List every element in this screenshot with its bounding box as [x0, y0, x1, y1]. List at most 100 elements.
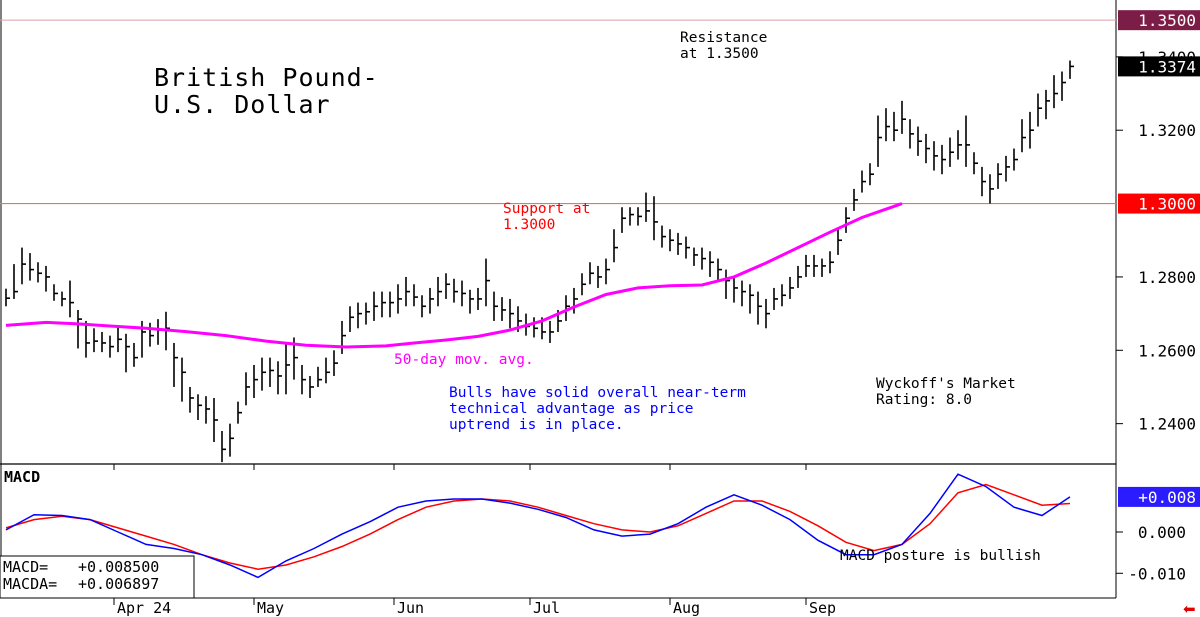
price-bar [565, 295, 570, 321]
price-bar [989, 174, 994, 204]
price-bar [173, 342, 178, 387]
price-bar [405, 276, 410, 307]
price-bar [861, 170, 866, 193]
price-bar [1005, 155, 1010, 182]
price-bar [821, 258, 826, 277]
price-bar [61, 291, 66, 307]
price-bar [341, 320, 346, 354]
price-bar [901, 100, 906, 134]
price-bar [1029, 111, 1034, 149]
price-bar [237, 401, 242, 424]
price-bar [653, 196, 658, 241]
price-bar [253, 364, 258, 398]
price-bar [589, 262, 594, 285]
price-bar [693, 247, 698, 266]
price-bar [125, 333, 130, 373]
x-tick-label: Jul [533, 599, 560, 617]
moving-average-label: 50-day mov. avg. [394, 352, 534, 368]
price-bar [853, 188, 858, 211]
macd-readout-label: MACD= [3, 558, 48, 576]
price-bar [1021, 119, 1026, 153]
arrow-left-icon[interactable]: ⬅ [1183, 600, 1196, 617]
price-bar [421, 295, 426, 318]
svg-text:1.3374: 1.3374 [1138, 57, 1196, 76]
price-bar [781, 284, 786, 307]
price-bar [629, 207, 634, 226]
price-bar [229, 423, 234, 457]
price-bar [669, 229, 674, 252]
price-bar [269, 357, 274, 387]
price-bar [893, 111, 898, 142]
price-bar [213, 397, 218, 442]
y-tick-label: 1.2600 [1138, 341, 1196, 360]
price-bar [181, 357, 186, 402]
price-bar [773, 287, 778, 310]
price-bar [133, 342, 138, 367]
price-bar [21, 247, 26, 285]
price-bar [349, 306, 354, 332]
price-bar [397, 284, 402, 314]
price-bar [413, 284, 418, 307]
price-bar [1053, 75, 1058, 109]
price-bar [469, 289, 474, 314]
price-bar [813, 254, 818, 277]
moving-average-line [5, 202, 903, 349]
price-bar [317, 366, 322, 387]
price-bar [493, 291, 498, 321]
support-badge: 1.3000 [1118, 193, 1200, 214]
price-bar [837, 229, 842, 255]
x-tick-label: Apr 24 [117, 599, 171, 617]
price-bar [829, 251, 834, 274]
price-bar [245, 372, 250, 406]
price-bar [741, 280, 746, 307]
price-bar [445, 273, 450, 299]
price-bar [485, 258, 490, 307]
price-bar [189, 386, 194, 413]
x-tick-label: Aug [673, 599, 700, 617]
price-bar [157, 319, 162, 345]
macda-readout-value: +0.006897 [78, 575, 159, 593]
macd-note: MACD posture is bullish [840, 548, 1041, 564]
commentary: Bulls have solid overall near-term techn… [449, 385, 755, 433]
market-rating: Wyckoff's Market Rating: 8.0 [876, 376, 1024, 408]
support-annotation: Support at 1.3000 [503, 201, 599, 233]
x-tick-label: May [257, 599, 284, 617]
price-bar [1013, 148, 1018, 171]
last-price-badge: 1.3374 [1118, 56, 1200, 77]
price-bar [845, 207, 850, 233]
price-bar [333, 350, 338, 376]
macd-readout-value: +0.008500 [78, 558, 159, 576]
price-bar [997, 163, 1002, 189]
price-bar [733, 276, 738, 303]
price-bar [789, 276, 794, 299]
macd-tick-label: 0.000 [1138, 523, 1186, 542]
price-bar [717, 258, 722, 281]
svg-text:1.3000: 1.3000 [1138, 195, 1196, 214]
svg-text:+0.008: +0.008 [1138, 488, 1196, 507]
macda-readout-label: MACDA= [3, 575, 57, 593]
price-bar [301, 364, 306, 395]
price-bar [45, 265, 50, 292]
price-bar [1037, 93, 1042, 127]
price-bar [117, 326, 122, 353]
price-bar [877, 115, 882, 167]
price-bar [621, 207, 626, 233]
price-bar [549, 320, 554, 343]
price-bar [797, 265, 802, 288]
price-bar [389, 291, 394, 318]
price-bar [357, 302, 362, 329]
price-bar [805, 254, 810, 277]
price-bar [325, 357, 330, 384]
price-bar [309, 375, 314, 398]
price-bar [381, 291, 386, 318]
price-bar [277, 361, 282, 395]
price-bar [677, 232, 682, 255]
price-bar [749, 284, 754, 314]
y-tick-label: 1.3200 [1138, 121, 1196, 140]
svg-text:1.3500: 1.3500 [1138, 11, 1196, 30]
price-bar [285, 342, 290, 395]
price-bar [765, 298, 770, 329]
resistance-annotation: Resistance at 1.3500 [680, 30, 776, 62]
